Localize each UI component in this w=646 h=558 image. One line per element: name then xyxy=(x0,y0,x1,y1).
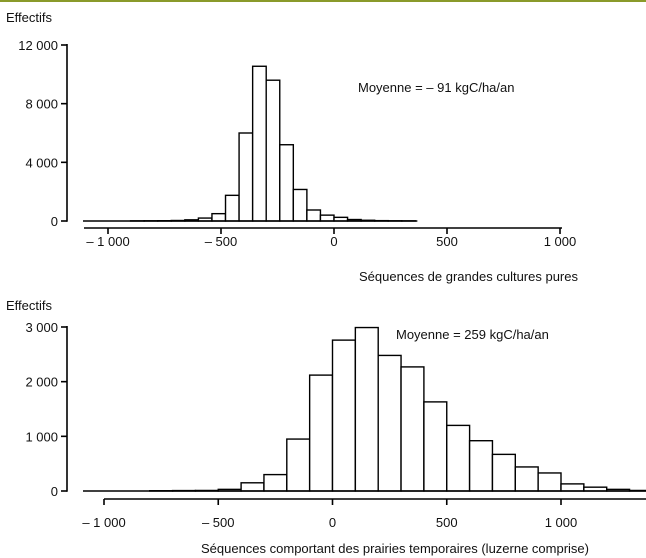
chart2-x-tick-label: 500 xyxy=(436,515,458,530)
chart1-x-tick-label: 0 xyxy=(330,234,337,249)
chart1-mean-annotation: Moyenne = – 91 kgC/ha/an xyxy=(358,80,514,95)
chart1-bar xyxy=(211,212,227,222)
chart1-y-tick-label: 8 000 xyxy=(25,97,58,112)
chart2-x-tick-label: 1 000 xyxy=(545,515,578,530)
chart1-bar xyxy=(265,79,281,222)
chart1-xlabel: Séquences de grandes cultures pures xyxy=(359,269,578,284)
chart1-y-tick-label: 4 000 xyxy=(25,155,58,170)
top-rule xyxy=(0,0,646,2)
chart1-ylabel: Effectifs xyxy=(6,10,53,25)
chart1-bar xyxy=(319,214,335,222)
chart1-bar xyxy=(306,209,322,222)
chart2-bar xyxy=(331,339,357,492)
chart2-bar xyxy=(446,424,471,492)
chart-prairies-temporaires: Effectifs Moyenne = 259 kgC/ha/an Séquen… xyxy=(6,298,646,556)
chart2-bar xyxy=(308,374,334,492)
chart2-bar xyxy=(240,482,265,492)
chart2-bar xyxy=(377,354,402,492)
chart1-x-tick-label: – 500 xyxy=(205,234,238,249)
chart1-bar xyxy=(251,65,267,222)
chart2-y-tick-label: 3 000 xyxy=(25,320,58,335)
chart2-x-tick-label: – 500 xyxy=(202,515,235,530)
chart1-bar xyxy=(279,144,295,222)
chart1-y-tick-label: 12 000 xyxy=(18,38,58,53)
chart2-bar xyxy=(537,472,562,492)
chart2-y-tick-label: 1 000 xyxy=(25,429,58,444)
chart2-bar xyxy=(560,483,585,492)
chart1-bar xyxy=(238,132,254,222)
chart2-y-tick-label: 2 000 xyxy=(25,375,58,390)
chart2-bar xyxy=(400,366,425,492)
chart2-mean-annotation: Moyenne = 259 kgC/ha/an xyxy=(396,327,549,342)
chart2-xlabel: Séquences comportant des prairies tempor… xyxy=(201,541,589,556)
chart2-bar xyxy=(263,473,288,492)
chart2-bar xyxy=(354,326,379,492)
chart1-x-tick-label: 1 000 xyxy=(544,234,577,249)
chart-grandes-cultures: Effectifs Moyenne = – 91 kgC/ha/an Séque… xyxy=(6,10,578,284)
chart2-bar xyxy=(491,453,517,492)
chart2-bar xyxy=(514,466,539,492)
chart2-y-tick-label: 0 xyxy=(51,484,58,499)
chart1-bar xyxy=(224,194,240,222)
chart2-bar xyxy=(423,401,448,492)
chart1-bar xyxy=(292,188,308,222)
chart1-x-tick-label: – 1 000 xyxy=(86,234,129,249)
chart2-bar xyxy=(468,440,494,492)
chart2-x-tick-label: – 1 000 xyxy=(82,515,125,530)
chart2-x-tick-label: 0 xyxy=(329,515,336,530)
chart2-ylabel: Effectifs xyxy=(6,298,53,313)
chart1-y-tick-label: 0 xyxy=(51,214,58,229)
chart1-x-tick-label: 500 xyxy=(436,234,458,249)
chart2-bar xyxy=(286,438,311,492)
